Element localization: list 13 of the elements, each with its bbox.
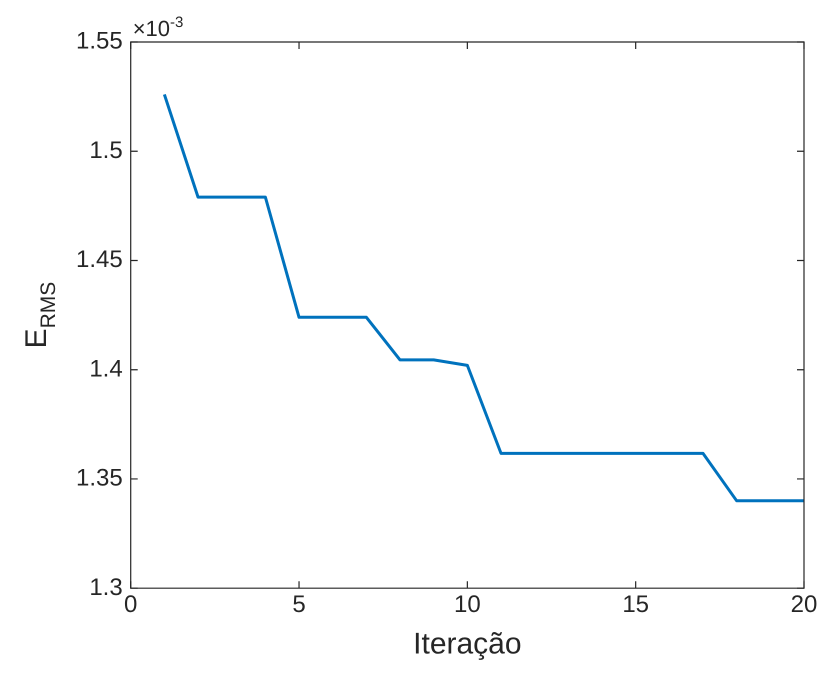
x-tick-label: 20 [790, 591, 818, 618]
y-tick-label: 1.3 [89, 574, 123, 601]
y-tick-label: 1.55 [76, 28, 123, 55]
y-axis-title: ERMS [20, 282, 60, 348]
x-axis-title: Iteração [413, 627, 522, 660]
x-tick-label: 0 [124, 591, 138, 618]
x-tick-label: 15 [622, 591, 650, 618]
y-tick-label: 1.5 [89, 136, 123, 164]
y-tick-label: 1.4 [89, 355, 123, 382]
y-tick-label: 1.35 [76, 464, 123, 492]
x-tick-label: 5 [292, 591, 306, 618]
x-tick-label: 10 [454, 591, 481, 618]
y-tick-label: 1.45 [76, 246, 123, 274]
